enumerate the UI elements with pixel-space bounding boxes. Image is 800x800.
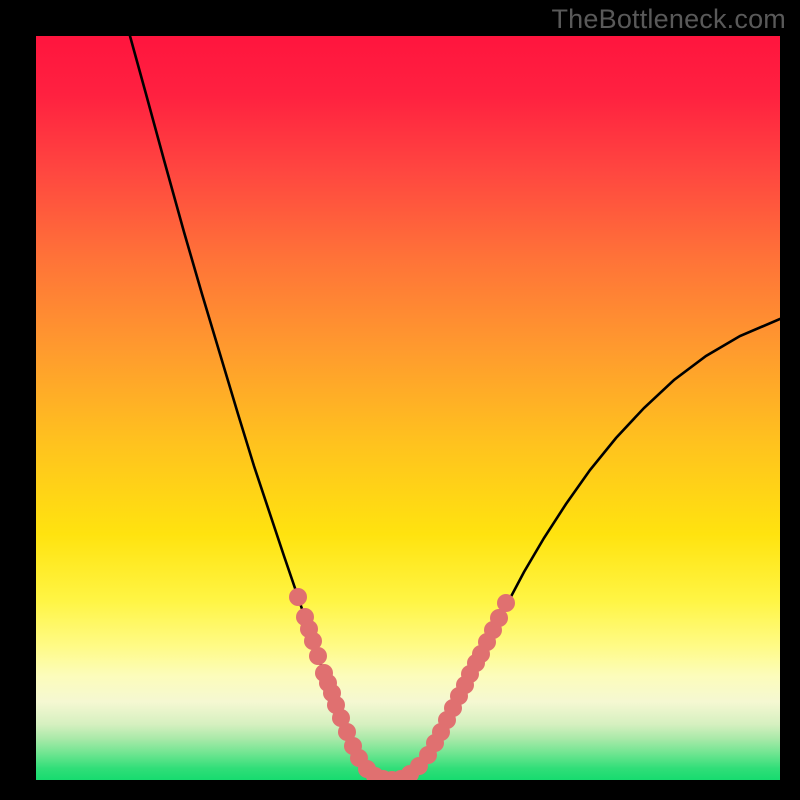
plot-area: [36, 36, 780, 780]
data-marker: [309, 647, 327, 665]
data-marker: [497, 594, 515, 612]
markers-group: [289, 588, 515, 780]
chart-stage: TheBottleneck.com: [0, 0, 800, 800]
bottleneck-curve: [130, 36, 780, 780]
chart-overlay: [36, 36, 780, 780]
watermark-label: TheBottleneck.com: [551, 4, 786, 35]
data-marker: [289, 588, 307, 606]
